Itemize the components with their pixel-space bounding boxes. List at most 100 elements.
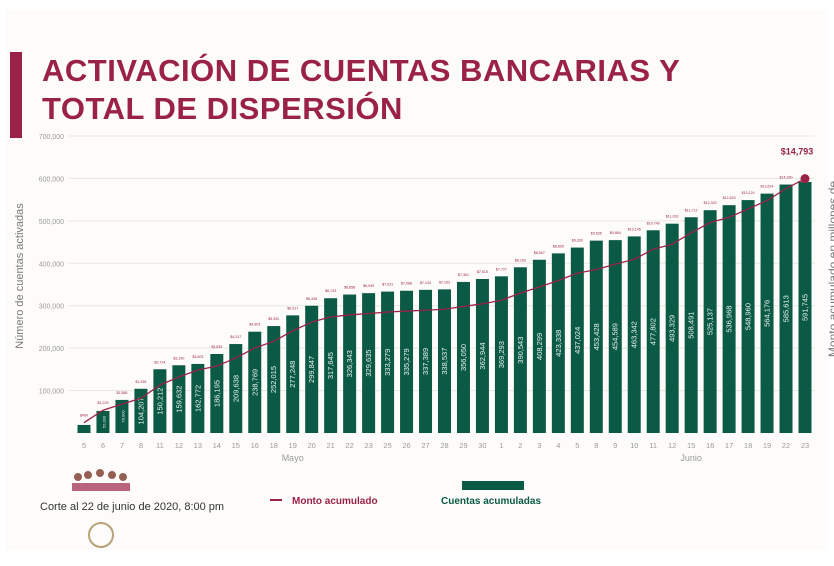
x-tick-label: 4 bbox=[556, 441, 560, 450]
line-value-label: $14,330 bbox=[780, 176, 793, 180]
bar bbox=[456, 281, 470, 433]
bar-value-label: 299,847 bbox=[307, 356, 316, 383]
bar bbox=[305, 305, 319, 433]
x-tick-label: 2 bbox=[518, 441, 522, 450]
bar-value-label: 437,024 bbox=[573, 327, 582, 354]
x-tick-label: 26 bbox=[402, 441, 410, 450]
x-tick-label: 22 bbox=[345, 441, 353, 450]
x-tick-label: 5 bbox=[575, 441, 579, 450]
bar-value-label: 317,645 bbox=[326, 352, 335, 379]
bar bbox=[513, 267, 527, 433]
x-tick-label: 15 bbox=[232, 441, 240, 450]
line-value-label: $2,714 bbox=[154, 360, 165, 364]
x-tick-label: 25 bbox=[383, 441, 391, 450]
line-value-label: $9,330 bbox=[572, 239, 583, 243]
bar bbox=[798, 181, 812, 433]
bar bbox=[248, 331, 262, 433]
x-tick-label: 17 bbox=[725, 441, 733, 450]
line-value-label: $13,614 bbox=[761, 185, 774, 189]
line-value-label: $8,507 bbox=[534, 251, 545, 255]
y-tick-label: 100,000 bbox=[39, 389, 64, 396]
x-tick-label: 19 bbox=[763, 441, 771, 450]
bar bbox=[741, 200, 755, 433]
line-value-label: $11,033 bbox=[666, 215, 679, 219]
line-value-label: $1,229 bbox=[97, 401, 108, 405]
month-label: Mayo bbox=[282, 453, 304, 463]
bar bbox=[438, 289, 451, 433]
bar-value-label: 564,176 bbox=[763, 300, 772, 327]
line-value-label: $8,153 bbox=[515, 258, 526, 262]
x-tick-label: 10 bbox=[630, 441, 638, 450]
y-tick-label: 600,000 bbox=[39, 176, 64, 183]
y-tick-label: 500,000 bbox=[39, 219, 64, 226]
bar-value-label: 78,000 bbox=[120, 410, 125, 423]
bar-value-label: 52,000 bbox=[101, 415, 106, 428]
bar-value-label: 390,543 bbox=[516, 337, 525, 364]
x-tick-label: 16 bbox=[251, 441, 259, 450]
x-tick-label: 23 bbox=[801, 441, 809, 450]
legend-cuentas-label: Cuentas acumuladas bbox=[441, 496, 542, 507]
line-value-label: $9,535 bbox=[591, 232, 602, 236]
bar bbox=[191, 363, 205, 433]
emblem-icon bbox=[88, 522, 114, 548]
line-value-label: $12,320 bbox=[704, 201, 717, 205]
bar bbox=[589, 240, 603, 433]
x-tick-label: 5 bbox=[82, 441, 86, 450]
bar-value-label: 104,207 bbox=[136, 397, 145, 424]
line-value-label: $6,436 bbox=[306, 297, 317, 301]
line-value-label: $490 bbox=[80, 414, 88, 418]
line-value-label: $4,317 bbox=[230, 335, 241, 339]
bar bbox=[324, 298, 338, 433]
bar bbox=[115, 399, 129, 433]
line-value-label: $7,193 bbox=[439, 280, 450, 284]
line-value-label: $5,917 bbox=[287, 306, 298, 310]
footnote: Corte al 22 de junio de 2020, 8:00 pm bbox=[40, 501, 225, 513]
line-value-label: $12,624 bbox=[723, 196, 736, 200]
bar bbox=[665, 223, 679, 433]
line-value-label: $11,712 bbox=[685, 208, 698, 212]
bar-value-label: 335,279 bbox=[402, 348, 411, 375]
x-tick-label: 9 bbox=[613, 441, 617, 450]
bar bbox=[570, 247, 584, 433]
bar-value-label: 159,632 bbox=[174, 386, 183, 413]
line-value-label: $9,864 bbox=[610, 231, 621, 235]
line-value-label: $10,740 bbox=[647, 221, 660, 225]
line-value-label: $7,361 bbox=[458, 273, 469, 277]
title-accent-bar bbox=[10, 52, 22, 138]
bar-value-label: 356,050 bbox=[459, 344, 468, 371]
line-value-label: $5,300 bbox=[268, 317, 279, 321]
bar-value-label: 162,772 bbox=[193, 385, 202, 412]
bar bbox=[400, 290, 414, 433]
bar-value-label: 337,389 bbox=[421, 348, 430, 375]
bar bbox=[210, 354, 224, 433]
x-tick-label: 11 bbox=[156, 441, 164, 450]
bar bbox=[722, 205, 736, 433]
line-value-label: $1,588 bbox=[116, 391, 127, 395]
bar-value-label: 508,491 bbox=[687, 312, 696, 339]
bar bbox=[419, 289, 433, 433]
x-tick-label: 16 bbox=[706, 441, 714, 450]
line-final-label: $14,793 bbox=[781, 147, 814, 157]
bar bbox=[381, 291, 395, 433]
bar-value-label: 585,613 bbox=[782, 295, 791, 322]
slide-title: ACTIVACIÓN DE CUENTAS BANCARIAS Y TOTAL … bbox=[42, 52, 680, 128]
line-value-label: $10,145 bbox=[628, 227, 641, 231]
bar bbox=[343, 294, 357, 433]
x-tick-label: 23 bbox=[364, 441, 372, 450]
bar bbox=[684, 217, 698, 433]
legend-monto-label: Monto acumulado bbox=[292, 496, 378, 507]
x-tick-label: 27 bbox=[421, 441, 429, 450]
bar bbox=[475, 279, 489, 433]
x-tick-label: 3 bbox=[537, 441, 541, 450]
x-tick-label: 19 bbox=[289, 441, 297, 450]
bar bbox=[286, 315, 300, 433]
bar-value-label: 277,248 bbox=[288, 361, 297, 388]
monto-line bbox=[83, 178, 806, 424]
government-logo-icon bbox=[72, 469, 130, 491]
x-tick-label: 6 bbox=[101, 441, 105, 450]
legend-bar-swatch bbox=[462, 481, 524, 490]
bar-value-label: 453,428 bbox=[592, 323, 601, 350]
x-tick-label: 7 bbox=[120, 441, 124, 450]
x-tick-label: 12 bbox=[668, 441, 676, 450]
